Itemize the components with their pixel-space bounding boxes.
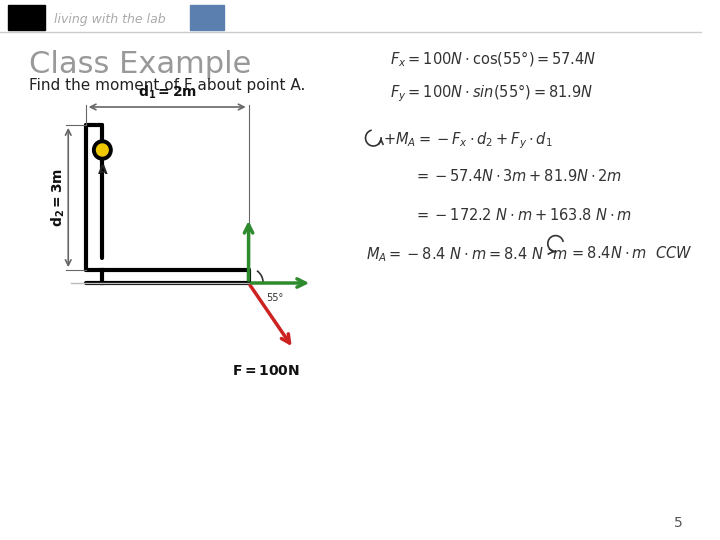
Text: Class Example: Class Example (30, 50, 251, 79)
Bar (8, 5, 45, 30)
Text: $F_x = 100N \cdot \cos(55°) = 57.4N$: $F_x = 100N \cdot \cos(55°) = 57.4N$ (390, 50, 596, 70)
Text: $= -172.2\ N \cdot m + 163.8\ N \cdot m$: $= -172.2\ N \cdot m + 163.8\ N \cdot m$ (414, 207, 632, 223)
Circle shape (93, 140, 112, 160)
Text: $= 8.4N \cdot m\ \ CCW$: $= 8.4N \cdot m\ \ CCW$ (570, 245, 693, 261)
Text: A: A (97, 164, 107, 177)
Text: $+ M_A = -F_x \cdot d_2 + F_y \cdot d_1$: $+ M_A = -F_x \cdot d_2 + F_y \cdot d_1$ (383, 130, 553, 151)
Text: $\mathbf{d_2 = 3m}$: $\mathbf{d_2 = 3m}$ (50, 168, 67, 227)
Text: $F_y = 100N \cdot sin(55°) = 81.9N$: $F_y = 100N \cdot sin(55°) = 81.9N$ (390, 82, 593, 104)
Bar (190, 5, 224, 30)
Text: 55°: 55° (266, 293, 284, 303)
Text: 5: 5 (674, 516, 683, 530)
Text: $= -57.4N \cdot 3m + 81.9N \cdot 2m$: $= -57.4N \cdot 3m + 81.9N \cdot 2m$ (414, 168, 622, 184)
Text: Find the moment of F about point A.: Find the moment of F about point A. (30, 78, 305, 93)
Text: living with the lab: living with the lab (53, 13, 165, 26)
Text: $\mathbf{F = 100N}$: $\mathbf{F = 100N}$ (232, 363, 300, 377)
Circle shape (96, 144, 108, 156)
Text: $M_A = -8.4\ N \cdot m = 8.4\ N \cdot m$: $M_A = -8.4\ N \cdot m = 8.4\ N \cdot m$ (366, 245, 567, 264)
Text: $\mathbf{d_1 = 2m}$: $\mathbf{d_1 = 2m}$ (138, 84, 197, 101)
